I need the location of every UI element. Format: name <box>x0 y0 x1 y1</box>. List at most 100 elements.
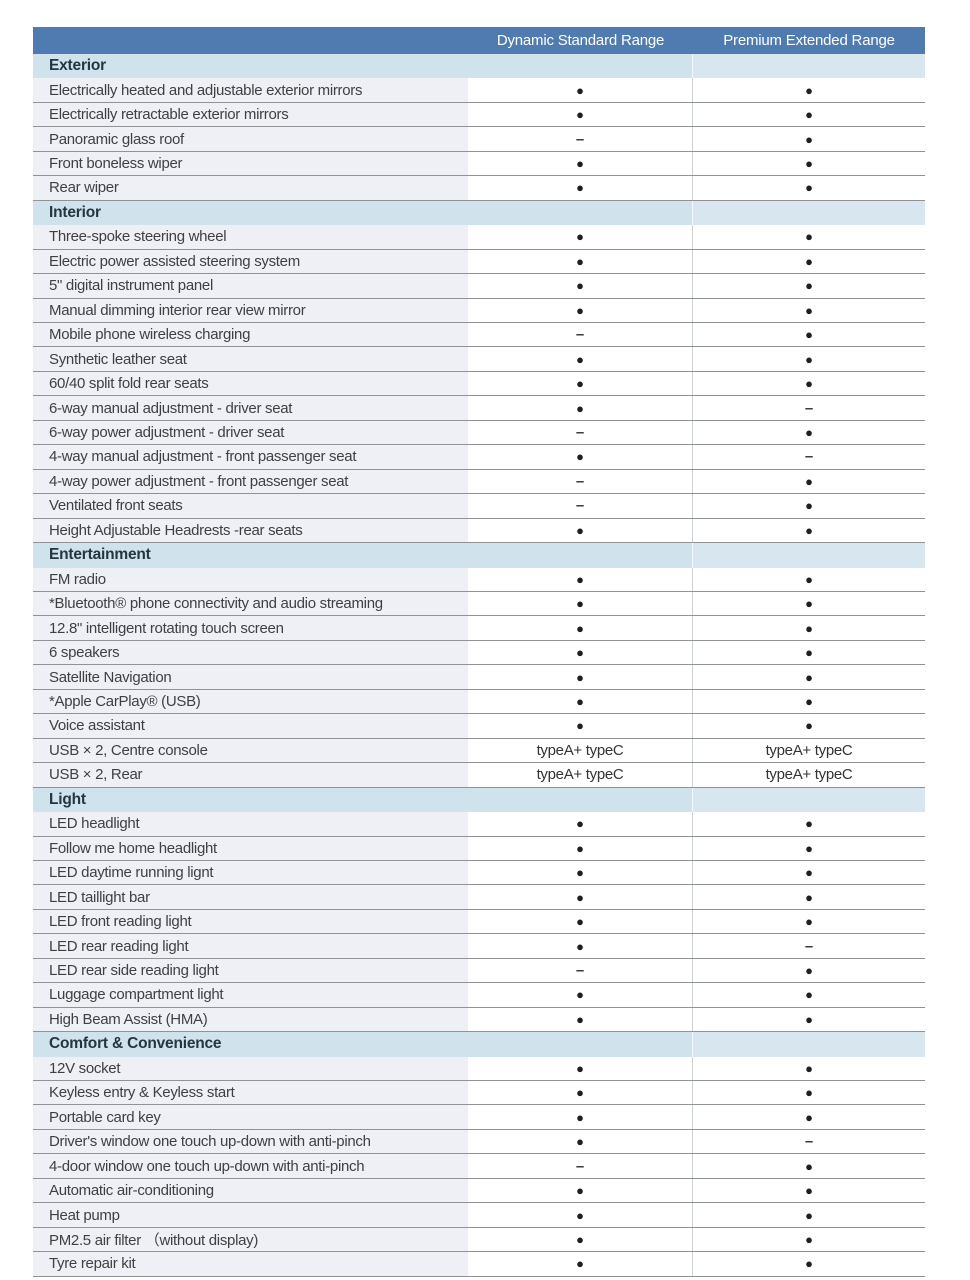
feature-label: Automatic air-conditioning <box>33 1178 468 1203</box>
value-cell-standard: ● <box>468 1129 693 1154</box>
value-cell-extended: ● <box>693 322 925 347</box>
standard-value: – <box>575 961 585 979</box>
extended-value: ● <box>805 82 813 98</box>
feature-row: Height Adjustable Headrests -rear seats ●… <box>33 518 925 544</box>
feature-label: 12V socket <box>33 1056 468 1081</box>
value-cell-standard: ● <box>468 934 693 958</box>
standard-value: ● <box>576 645 584 661</box>
value-cell-extended: ● <box>693 151 925 176</box>
value-cell-standard: ● <box>468 225 693 249</box>
value-cell-standard: ● <box>468 78 693 102</box>
feature-row: Three-spoke steering wheel ● ● <box>33 225 925 250</box>
feature-row: LED rear side reading light – ● <box>33 958 925 984</box>
section-spacer-ext <box>693 200 925 226</box>
feature-label: Electrically retractable exterior mirror… <box>33 102 468 127</box>
extended-value: ● <box>805 131 813 147</box>
feature-row: Manual dimming interior rear view mirror… <box>33 298 925 323</box>
value-cell-extended: ● <box>693 176 925 200</box>
section-spacer-std <box>468 54 693 79</box>
header-empty-cell <box>33 27 468 54</box>
extended-value: ● <box>805 1256 813 1272</box>
value-cell-extended: ● <box>693 127 925 151</box>
feature-row: Follow me home headlight ● ● <box>33 836 925 861</box>
extended-value: ● <box>805 840 813 856</box>
extended-value: ● <box>805 669 813 685</box>
feature-row: Mobile phone wireless charging – ● <box>33 322 925 348</box>
extended-value: ● <box>805 914 813 930</box>
feature-label: Luggage compartment light <box>33 983 468 1007</box>
section-row: Comfort & Convenience <box>33 1032 925 1057</box>
standard-value: ● <box>576 400 584 416</box>
extended-value: ● <box>805 718 813 734</box>
value-cell-standard: ● <box>468 1081 693 1105</box>
standard-value: ● <box>576 253 584 269</box>
standard-value: ● <box>576 571 584 587</box>
value-cell-extended: ● <box>693 102 925 127</box>
feature-label: 4-door window one touch up-down with ant… <box>33 1154 468 1178</box>
feature-label: LED front reading light <box>33 909 468 934</box>
value-cell-standard: ● <box>468 1227 693 1252</box>
feature-label: Keyless entry & Keyless start <box>33 1081 468 1105</box>
section-spacer-std <box>468 200 693 226</box>
feature-label: Synthetic leather seat <box>33 347 468 371</box>
feature-row: Automatic air-conditioning ● ● <box>33 1178 925 1204</box>
value-cell-extended: ● <box>693 298 925 322</box>
feature-row: 12.8" intelligent rotating touch screen ●… <box>33 616 925 641</box>
standard-value: ● <box>576 302 584 318</box>
feature-label: Panoramic glass roof <box>33 127 468 151</box>
feature-label: 6 speakers <box>33 640 468 665</box>
feature-label: Ventilated front seats <box>33 494 468 518</box>
table-body: Exterior Electrically heated and adjustab… <box>33 54 925 1277</box>
feature-row: Portable card key ● ● <box>33 1105 925 1130</box>
extended-value: ● <box>805 473 813 489</box>
value-cell-extended: ● <box>693 225 925 249</box>
standard-value: ● <box>576 840 584 856</box>
section-spacer-ext <box>693 1032 925 1057</box>
standard-value: ● <box>576 620 584 636</box>
feature-row: FM radio ● ● <box>33 567 925 592</box>
extended-value: ● <box>805 156 813 172</box>
standard-value: ● <box>576 938 584 954</box>
value-cell-extended: ● <box>693 1203 925 1227</box>
feature-row: Synthetic leather seat ● ● <box>33 347 925 372</box>
extended-value: ● <box>805 278 813 294</box>
standard-value: ● <box>576 596 584 612</box>
value-cell-extended: ● <box>693 909 925 934</box>
value-cell-standard: ● <box>468 860 693 885</box>
feature-label: Electrically heated and adjustable exter… <box>33 78 468 102</box>
value-cell-standard: typeA+ typeC <box>468 763 693 787</box>
value-cell-standard: ● <box>468 885 693 909</box>
standard-value: ● <box>576 278 584 294</box>
value-cell-extended: ● <box>693 591 925 616</box>
feature-label: Satellite Navigation <box>33 665 468 689</box>
extended-value: ● <box>805 620 813 636</box>
feature-row: 4-way power adjustment - front passenger… <box>33 469 925 495</box>
value-cell-extended: ● <box>693 812 925 836</box>
feature-label: Mobile phone wireless charging <box>33 322 468 347</box>
value-cell-standard: ● <box>468 1056 693 1081</box>
value-cell-standard: ● <box>468 445 693 469</box>
value-cell-standard: – <box>468 322 693 347</box>
feature-row: USB × 2, Centre console typeA+ typeC typeA… <box>33 738 925 764</box>
spec-comparison-table: Dynamic Standard Range Premium Extended … <box>33 27 925 1277</box>
value-cell-standard: ● <box>468 1252 693 1276</box>
value-cell-standard: ● <box>468 371 693 396</box>
standard-value: ● <box>576 156 584 172</box>
header-dynamic-standard-range: Dynamic Standard Range <box>496 32 665 49</box>
value-cell-standard: ● <box>468 836 693 860</box>
standard-value: ● <box>576 180 584 196</box>
feature-row: LED daytime running lignt ● ● <box>33 860 925 886</box>
value-cell-standard: ● <box>468 396 693 420</box>
value-cell-extended: ● <box>693 714 925 738</box>
value-cell-extended: ● <box>693 640 925 665</box>
value-cell-standard: ● <box>468 1007 693 1032</box>
standard-value: ● <box>576 718 584 734</box>
value-cell-extended: ● <box>693 1227 925 1252</box>
value-cell-extended: ● <box>693 1105 925 1129</box>
standard-value: ● <box>576 1207 584 1223</box>
extended-value: ● <box>805 180 813 196</box>
section-title: Interior <box>33 200 468 226</box>
feature-label: Voice assistant <box>33 714 468 738</box>
feature-row: Satellite Navigation ● ● <box>33 665 925 690</box>
feature-row: USB × 2, Rear typeA+ typeC typeA+ typeC <box>33 763 925 788</box>
